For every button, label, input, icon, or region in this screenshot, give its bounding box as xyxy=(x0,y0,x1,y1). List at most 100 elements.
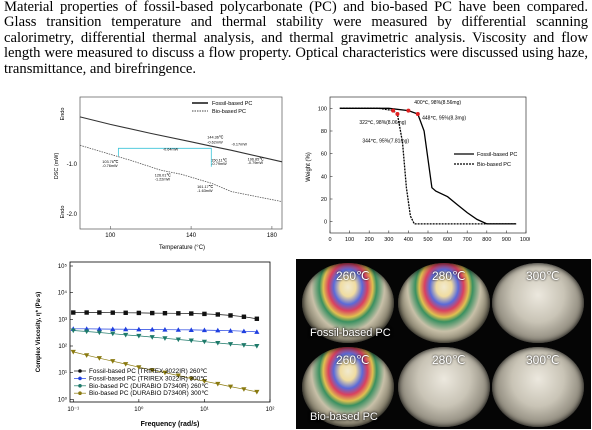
viscosity-ylabel: Complex Viscosity, η* (Pa·s) xyxy=(36,292,42,372)
dsc-ylabel: DSC (mW) xyxy=(54,153,60,180)
viscosity-point xyxy=(110,310,115,315)
viscosity-point xyxy=(215,340,221,346)
viscosity-point xyxy=(84,353,90,358)
tga-xtick-label: 0 xyxy=(328,237,331,243)
dsc-ytick-label: -1.0 xyxy=(67,162,78,168)
dsc-xlabel: Temperature (°C) xyxy=(159,245,205,251)
viscosity-point xyxy=(97,310,102,315)
viscosity-point xyxy=(71,310,76,315)
viscosity-point xyxy=(150,310,155,316)
viscosity-point xyxy=(188,327,194,332)
viscosity-point xyxy=(70,349,76,355)
viscosity-point xyxy=(189,311,194,316)
viscosity-point xyxy=(136,333,142,339)
tga-xtick-label: 400 xyxy=(404,237,413,243)
tga-annotation: 322℃, 98%(8.06mg) xyxy=(359,120,406,126)
dsc-xtick-label: 140 xyxy=(186,233,197,239)
dsc-annotation: 196.85℃ xyxy=(248,157,265,161)
tga-xtick-label: 700 xyxy=(463,237,472,243)
viscosity-point xyxy=(227,328,234,333)
viscosity-point xyxy=(149,326,155,332)
viscosity-point xyxy=(123,332,129,338)
birefringence-photos: 260℃ 280℃ 300℃ Fossil-based PC 260℃ 280℃ 300℃ B… xyxy=(296,259,591,429)
viscosity-point xyxy=(110,359,116,364)
tga-ytick-label: 0 xyxy=(324,220,327,226)
dsc-annotation: -1.63mW xyxy=(197,189,213,193)
tga-ytick-label: 20 xyxy=(321,197,327,203)
viscosity-point xyxy=(110,331,116,337)
tga-xtick-label: 600 xyxy=(443,237,452,243)
viscosity-point xyxy=(70,328,76,334)
tga-ytick-label: 60 xyxy=(321,152,327,158)
dsc-annotation: -0.79mW xyxy=(211,162,227,166)
viscosity-xlabel: Frequency (rad/s) xyxy=(141,421,200,428)
dsc-annotation: 150.11℃ xyxy=(211,158,227,162)
tga-xtick-label: 500 xyxy=(423,237,432,243)
dsc-series-line xyxy=(79,144,283,202)
tga-ytick-label: 100 xyxy=(318,106,327,112)
viscosity-point xyxy=(175,373,181,379)
tga-annotation: 344℃, 95%(7.81mg) xyxy=(362,138,409,144)
viscosity-point xyxy=(162,310,168,316)
viscosity-point xyxy=(241,387,247,392)
viscosity-point xyxy=(201,327,208,333)
tga-ytick-label: 80 xyxy=(321,129,327,135)
viscosity-point xyxy=(254,329,260,334)
dsc-annotation: -0.64mW xyxy=(163,147,179,151)
viscosity-legend-entry: Fossil-based PC (TRIREX 3022IR) 300℃ xyxy=(89,375,207,382)
tga-onset-point xyxy=(415,112,420,116)
viscosity-point xyxy=(201,339,208,345)
sample-dish-photo xyxy=(302,347,394,427)
tga-onset-point xyxy=(406,108,411,113)
material-row-label: Fossil-based PC xyxy=(310,327,391,339)
temperature-label: 300℃ xyxy=(526,269,560,283)
viscosity-point xyxy=(215,381,221,387)
viscosity-point xyxy=(162,336,168,341)
viscosity-xtick-label: 10⁰ xyxy=(134,406,144,413)
dsc-annotation: 144.36℃ xyxy=(207,135,224,139)
viscosity-point xyxy=(84,310,89,315)
dsc-legend-fossil: Fossil-based PC xyxy=(212,101,252,107)
viscosity-chart: 10⁻¹ 10⁰ 10¹ 10² 10⁰ 10¹ 10² 10³ 10⁴ 10⁵ Complex … xyxy=(36,261,274,428)
viscosity-point xyxy=(241,343,247,348)
viscosity-xtick-label: 10¹ xyxy=(200,407,209,413)
viscosity-point xyxy=(149,335,155,340)
viscosity-ytick-label: 10⁰ xyxy=(58,396,68,403)
dsc-annotation: 161.17℃ xyxy=(197,185,214,189)
dsc-annotation: -0.17mW xyxy=(232,142,248,146)
dsc-chart: DSC (mW) Endo Endo Temperature (°C) Foss… xyxy=(54,96,283,251)
viscosity-point xyxy=(123,310,128,315)
viscosity-xtick-label: 10⁻¹ xyxy=(67,407,79,413)
viscosity-point xyxy=(84,329,90,335)
temperature-label: 280℃ xyxy=(432,269,466,283)
tga-onset-point xyxy=(395,112,400,116)
dsc-annotation: 103.76℃ xyxy=(102,160,119,164)
tga-onset-point xyxy=(391,108,396,113)
tga-xtick-label: 200 xyxy=(365,237,374,243)
viscosity-point xyxy=(162,327,168,332)
viscosity-ytick-label: 10⁴ xyxy=(58,290,68,297)
temperature-label: 260℃ xyxy=(336,269,370,283)
dsc-xtick-label: 100 xyxy=(105,233,116,239)
tga-xtick-label: 100 xyxy=(345,237,354,243)
viscosity-ytick-label: 10³ xyxy=(58,317,67,323)
viscosity-point xyxy=(241,314,247,319)
tga-legend-fossil: Fossil-based PC xyxy=(477,152,517,158)
viscosity-point xyxy=(136,326,142,332)
tga-xtick-label: 300 xyxy=(384,237,393,243)
viscosity-legend-entry: Bio-based PC (DURABIO D7340R) 300℃ xyxy=(89,390,208,397)
viscosity-point xyxy=(136,365,142,370)
viscosity-point xyxy=(202,311,207,317)
tga-annotation: 400℃, 98%(8.56mg) xyxy=(414,100,461,106)
viscosity-point xyxy=(254,389,260,395)
sample-dish-photo xyxy=(398,263,490,343)
viscosity-legend-marker xyxy=(78,376,82,381)
viscosity-point xyxy=(175,337,181,343)
viscosity-ytick-label: 10² xyxy=(58,344,67,350)
viscosity-point xyxy=(175,327,181,332)
viscosity-point xyxy=(215,312,221,317)
temperature-label: 300℃ xyxy=(526,353,560,367)
tga-annotation: 448℃, 95%(8.3mg) xyxy=(422,116,466,122)
